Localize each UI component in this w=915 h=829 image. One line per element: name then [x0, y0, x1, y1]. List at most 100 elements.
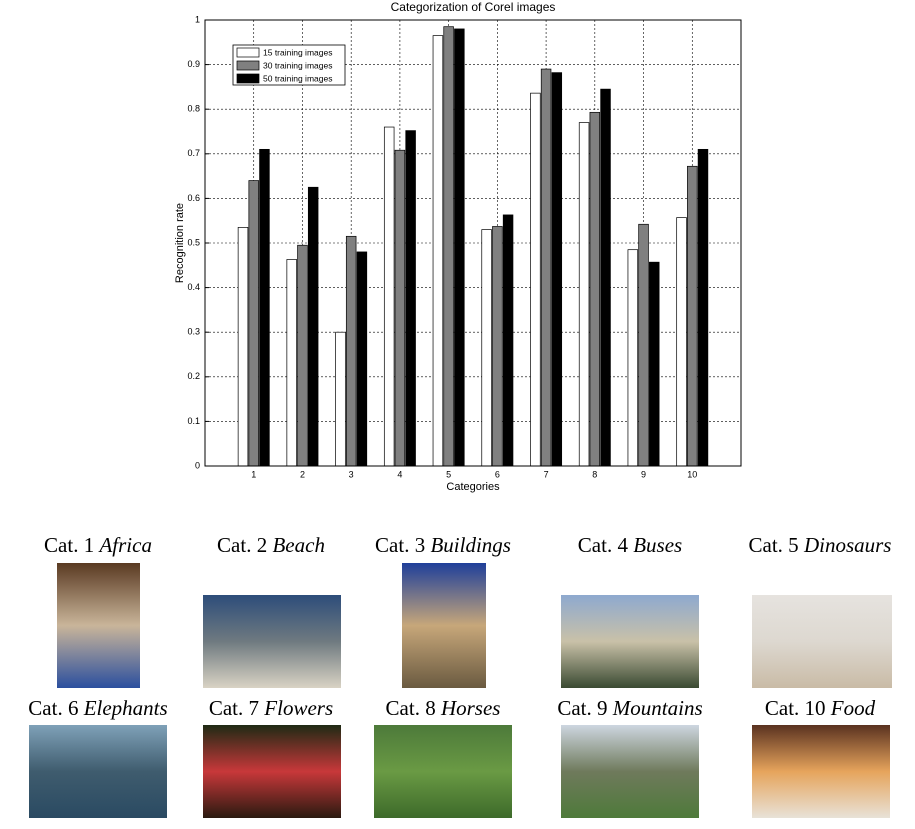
caption-label: Cat. 3 — [375, 533, 425, 557]
caption-label: Cat. 1 — [44, 533, 94, 557]
category-image — [57, 563, 140, 688]
chart-title: Categorization of Corel images — [391, 0, 556, 14]
image-caption: Cat. 5 Dinosaurs — [749, 533, 892, 557]
image-caption: Cat. 10 Food — [765, 696, 876, 720]
caption-label: Cat. 6 — [28, 696, 78, 720]
image-caption: Cat. 2 Beach — [217, 533, 325, 557]
plot-frame — [204, 19, 742, 467]
caption-label: Cat. 10 — [765, 696, 826, 720]
bar — [481, 229, 492, 467]
image-caption: Cat. 3 Buildings — [375, 533, 511, 557]
bar — [627, 249, 639, 467]
image-caption: Cat. 8 Horses — [386, 696, 501, 720]
legend-label: 30 training images — [263, 60, 332, 70]
y-tick-label: 1 — [195, 14, 200, 24]
caption-name: Elephants — [83, 696, 168, 720]
y-tick-label: 0.8 — [187, 104, 200, 114]
x-axis-label: Categories — [446, 481, 500, 493]
y-tick-label: 0.2 — [187, 371, 200, 381]
bar — [676, 217, 687, 467]
y-axis-label: Recognition rate — [174, 203, 186, 283]
category-image — [203, 595, 341, 688]
image-caption: Cat. 1 Africa — [44, 533, 152, 557]
x-tick-label: 5 — [446, 469, 451, 479]
caption-label: Cat. 2 — [217, 533, 267, 557]
bar — [578, 122, 590, 467]
bar — [530, 92, 541, 467]
category-image — [561, 595, 699, 688]
x-tick-label: 8 — [592, 469, 597, 479]
legend-swatch — [236, 47, 260, 58]
bar — [286, 259, 297, 467]
y-tick-label: 0.5 — [187, 237, 200, 247]
caption-name: Buses — [633, 533, 682, 557]
category-image — [203, 725, 341, 818]
legend-swatch — [236, 73, 260, 84]
y-tick-label: 0 — [195, 460, 200, 470]
y-tick-label: 0.9 — [187, 59, 200, 69]
x-tick-label: 4 — [397, 469, 402, 479]
bar — [394, 149, 406, 467]
bar — [492, 226, 503, 467]
bar — [551, 72, 563, 467]
category-image — [374, 725, 512, 818]
caption-name: Flowers — [263, 696, 333, 720]
x-tick-label: 7 — [544, 469, 549, 479]
legend-swatch — [236, 60, 260, 71]
bar — [237, 227, 249, 467]
bar — [600, 88, 611, 467]
caption-label: Cat. 7 — [209, 696, 259, 720]
y-tick-label: 0.6 — [187, 193, 200, 203]
bar — [248, 180, 259, 467]
bar — [405, 130, 416, 467]
caption-label: Cat. 9 — [557, 696, 607, 720]
bar — [356, 251, 368, 467]
bar — [432, 35, 444, 467]
bar — [383, 126, 395, 467]
category-image — [752, 595, 892, 688]
bar — [443, 26, 454, 467]
bar — [649, 261, 660, 467]
category-image — [561, 725, 699, 818]
y-tick-label: 0.4 — [187, 282, 200, 292]
bar — [687, 165, 698, 467]
bar — [502, 214, 514, 467]
y-tick-label: 0.7 — [187, 148, 200, 158]
bar — [540, 68, 552, 467]
bar — [345, 235, 357, 467]
caption-name: Beach — [272, 533, 324, 557]
x-tick-label: 9 — [641, 469, 646, 479]
caption-label: Cat. 4 — [578, 533, 629, 557]
legend-label: 50 training images — [263, 73, 332, 83]
image-caption: Cat. 9 Mountains — [557, 696, 702, 720]
bar — [297, 244, 308, 467]
category-image — [402, 563, 486, 688]
bar — [307, 186, 319, 467]
caption-label: Cat. 8 — [386, 696, 436, 720]
image-caption: Cat. 4 Buses — [578, 533, 682, 557]
x-tick-label: 3 — [349, 469, 354, 479]
bar — [589, 111, 601, 467]
image-caption: Cat. 7 Flowers — [209, 696, 333, 720]
x-tick-label: 2 — [300, 469, 305, 479]
y-tick-label: 0.3 — [187, 327, 200, 337]
caption-label: Cat. 5 — [749, 533, 799, 557]
image-caption: Cat. 6 Elephants — [28, 696, 167, 720]
caption-name: Africa — [97, 533, 152, 557]
x-tick-label: 10 — [687, 469, 697, 479]
caption-name: Dinosaurs — [803, 533, 892, 557]
bar — [697, 148, 709, 467]
bar — [638, 223, 649, 467]
x-tick-label: 6 — [495, 469, 500, 479]
category-image — [29, 725, 167, 818]
caption-name: Food — [830, 696, 876, 720]
x-tick-label: 1 — [251, 469, 256, 479]
caption-name: Horses — [440, 696, 501, 720]
bar — [259, 148, 270, 467]
bar — [454, 28, 465, 467]
bar — [335, 331, 346, 467]
category-image — [752, 725, 890, 818]
caption-name: Buildings — [430, 533, 511, 557]
